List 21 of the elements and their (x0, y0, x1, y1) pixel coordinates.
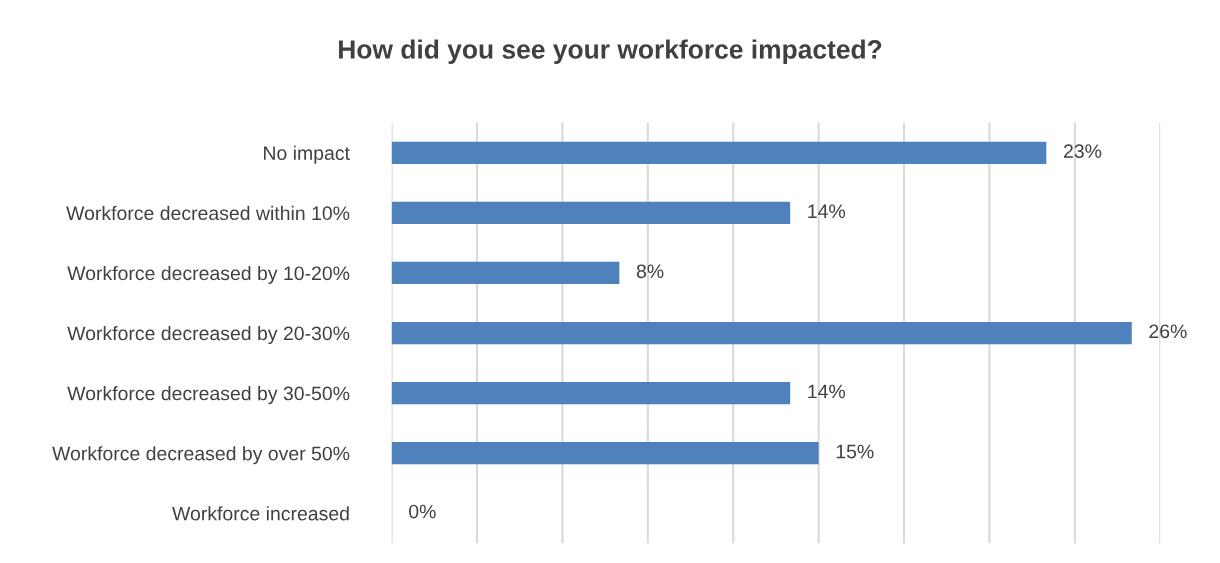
data-label: 14% (808, 384, 846, 399)
bar (391, 141, 1047, 164)
bar (391, 442, 819, 465)
data-label: 15% (836, 444, 874, 459)
data-label: 14% (808, 204, 846, 218)
bar (391, 261, 620, 285)
y-tick-label: Workforce decreased by 20-30% (67, 325, 350, 345)
chart-title: How did you see your workforce impacted? (339, 39, 882, 65)
data-label: 0% (409, 504, 436, 519)
bar (391, 381, 791, 405)
bar (391, 201, 791, 224)
y-tick-label: Workforce decreased by 30-50% (67, 386, 350, 405)
data-label: 8% (636, 264, 664, 279)
data-label: 23% (1064, 144, 1102, 158)
y-tick-label: Workforce increased (172, 506, 349, 521)
y-tick-label: Workforce decreased by 10-20% (67, 265, 350, 285)
y-tick-label: No impact (264, 145, 350, 164)
bar (391, 321, 1132, 345)
y-tick-label: Workforce decreased by over 50% (52, 446, 350, 465)
y-tick-label: Workforce decreased within 10% (66, 205, 350, 221)
data-label: 26% (1149, 324, 1187, 339)
